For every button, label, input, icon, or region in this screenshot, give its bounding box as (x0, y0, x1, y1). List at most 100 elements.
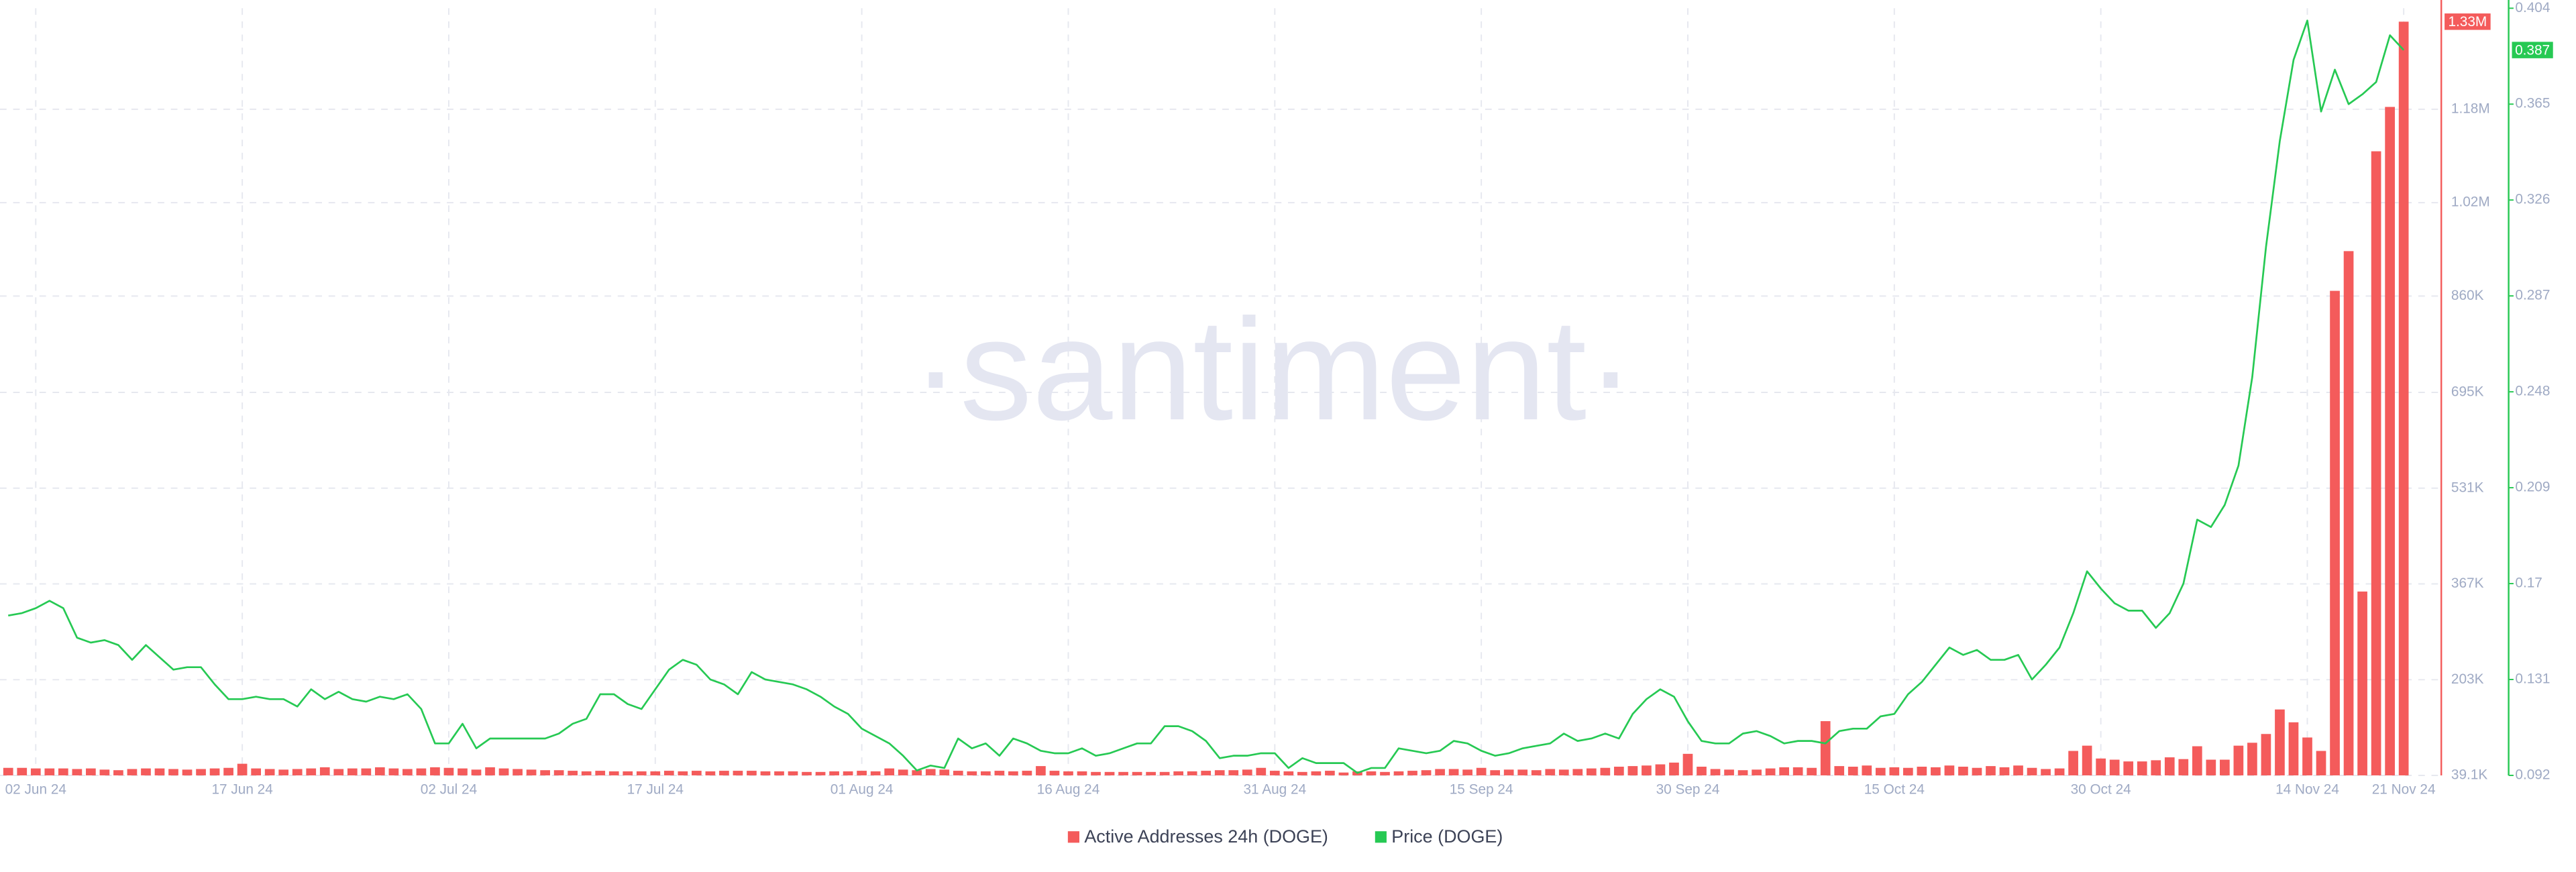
bar (2275, 709, 2285, 775)
y-tick-label: 695K (2451, 384, 2484, 400)
bar (650, 771, 661, 775)
legend-swatch (1375, 831, 1387, 843)
bar (1159, 771, 1170, 775)
bar-series (3, 21, 2409, 775)
bar (72, 769, 83, 775)
bar (237, 763, 248, 775)
x-tick-label: 30 Oct 24 (2071, 782, 2131, 798)
bar (1462, 769, 1472, 775)
bar (595, 771, 606, 775)
bar (1737, 770, 1748, 775)
bar (1022, 771, 1032, 775)
value-badge-label: 0.387 (2515, 42, 2550, 58)
bar (278, 769, 289, 775)
bar (1572, 769, 1583, 775)
bar (553, 770, 564, 775)
bar (30, 768, 41, 775)
bar (2316, 751, 2326, 775)
bar (1256, 767, 1267, 775)
bar (2054, 768, 2065, 775)
bar (2220, 759, 2230, 775)
bar (498, 768, 509, 775)
bar (843, 771, 853, 775)
bar (1944, 765, 1955, 775)
bar (1490, 770, 1501, 775)
bar (1724, 769, 1734, 775)
y2-tick-label: 0.17 (2515, 576, 2542, 591)
bar (1091, 771, 1101, 775)
bar (1875, 767, 1886, 775)
bar (829, 771, 839, 775)
bar (127, 769, 138, 775)
bar (2109, 759, 2120, 775)
x-tick-label: 21 Nov 24 (2372, 782, 2436, 798)
bar (1642, 765, 1652, 775)
bar (1710, 769, 1721, 775)
bar (1600, 767, 1611, 775)
bar (540, 770, 550, 775)
bar (581, 771, 592, 775)
bar (2068, 751, 2078, 775)
bar (1862, 765, 1872, 775)
bar (292, 769, 303, 775)
bar (1999, 767, 2010, 775)
x-tick-label: 02 Jun 24 (5, 782, 66, 798)
bar (1049, 771, 1060, 775)
x-tick-label: 16 Aug 24 (1037, 782, 1100, 798)
bar (1435, 769, 1445, 775)
bar (636, 771, 647, 775)
value-badge (2512, 42, 2553, 58)
bar (925, 769, 936, 775)
bar (1531, 770, 1542, 775)
y2-tick-label: 0.131 (2515, 671, 2550, 686)
bar (1752, 769, 1762, 775)
legend-swatch (1067, 831, 1079, 843)
bar (430, 767, 440, 775)
bar (1807, 767, 1817, 775)
bar (1931, 767, 1941, 775)
bar (1503, 769, 1514, 775)
bar (1132, 771, 1142, 775)
y2-tick-label: 0.287 (2515, 288, 2550, 303)
legend-label: Active Addresses 24h (DOGE) (1084, 826, 1328, 847)
bar (608, 771, 619, 775)
bar (1393, 771, 1404, 775)
bar (1792, 767, 1803, 775)
bar (306, 768, 317, 775)
bar (815, 771, 826, 775)
x-tick-label: 30 Sep 24 (1656, 782, 1720, 798)
bar (1077, 771, 1087, 775)
bar (953, 771, 963, 775)
bar (678, 771, 688, 775)
bar (1104, 771, 1115, 775)
bar (1682, 753, 1693, 775)
bar (264, 769, 275, 775)
bar (733, 771, 743, 775)
bar (1036, 766, 1046, 775)
bar (2206, 759, 2216, 775)
bar (1338, 772, 1349, 775)
value-badge (2445, 13, 2491, 30)
y2-tick-label: 0.404 (2515, 0, 2550, 15)
bar (2164, 757, 2175, 775)
bar (58, 768, 68, 775)
bar (1669, 762, 1679, 775)
bar (1063, 771, 1073, 775)
bar (416, 768, 427, 775)
x-tick-label: 02 Jul 24 (421, 782, 477, 798)
bar (1448, 769, 1459, 775)
bar (2357, 591, 2367, 775)
y-tick-label: 203K (2451, 671, 2484, 687)
bar (471, 769, 482, 775)
legend: Active Addresses 24h (DOGE) Price (DOGE) (1067, 826, 1503, 847)
bar (568, 771, 578, 775)
legend-item: Active Addresses 24h (DOGE) (1067, 826, 1328, 847)
bar (1118, 771, 1128, 775)
bar (1407, 771, 1417, 775)
bar (939, 769, 950, 775)
y-tick-label: 39.1K (2451, 767, 2487, 782)
bar (912, 770, 922, 775)
bar (154, 768, 165, 775)
y-tick-label: 1.18M (2451, 101, 2490, 116)
